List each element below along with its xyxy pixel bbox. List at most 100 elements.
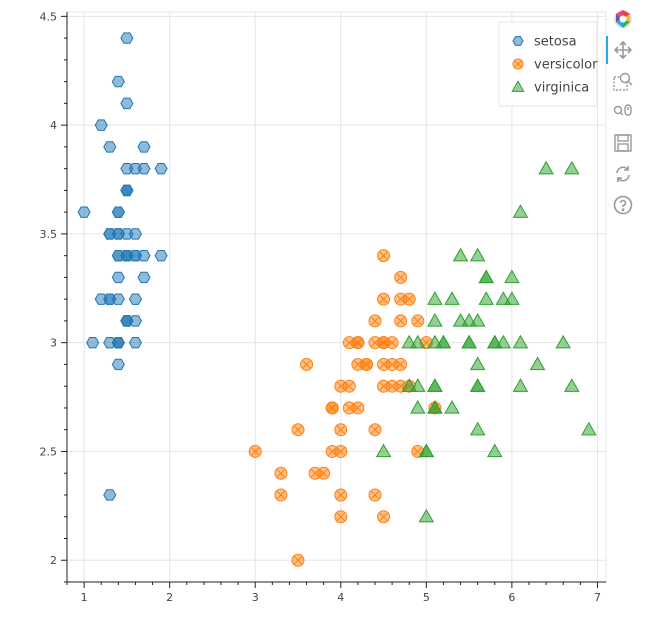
virginica-point xyxy=(538,160,554,175)
virginica-point xyxy=(512,204,529,218)
versicolor-point xyxy=(394,270,408,284)
versicolor-point xyxy=(368,488,382,502)
versicolor-point xyxy=(368,423,382,437)
virginica-point xyxy=(444,400,460,414)
versicolor-point xyxy=(368,314,382,328)
legend-item-versicolor[interactable]: versicolor xyxy=(512,58,598,73)
legend-label: virginica xyxy=(534,81,589,96)
legend-item-setosa[interactable]: setosa xyxy=(512,35,577,50)
legend-marker-versicolor xyxy=(512,58,524,70)
virginica-point xyxy=(512,378,529,392)
y-tick-label: 4 xyxy=(50,119,57,132)
setosa-point xyxy=(120,228,134,240)
legend-label: setosa xyxy=(534,35,577,50)
virginica-point xyxy=(444,291,460,305)
versicolor-point xyxy=(385,336,399,350)
setosa-point xyxy=(103,228,117,240)
setosa-point xyxy=(120,97,134,110)
toolbar xyxy=(606,8,638,218)
versicolor-point xyxy=(274,466,288,480)
setosa-point xyxy=(128,162,143,175)
versicolor-point xyxy=(377,510,391,524)
virginica-point xyxy=(495,291,512,305)
legend-item-virginica[interactable]: virginica xyxy=(511,80,589,96)
series-virginica xyxy=(375,160,597,523)
setosa-point xyxy=(103,141,117,153)
legend-label: versicolor xyxy=(534,58,598,73)
setosa-point xyxy=(128,336,143,349)
setosa-point xyxy=(137,271,151,284)
help-icon[interactable] xyxy=(612,194,634,216)
versicolor-point xyxy=(291,553,305,567)
x-tick-label: 4 xyxy=(337,591,344,604)
virginica-point xyxy=(469,356,486,371)
virginica-point xyxy=(452,247,469,262)
versicolor-point xyxy=(334,488,348,502)
versicolor-point xyxy=(411,314,425,328)
box-zoom-icon[interactable] xyxy=(612,70,634,92)
versicolor-point xyxy=(334,423,348,437)
setosa-point xyxy=(111,271,125,284)
versicolor-point xyxy=(351,401,365,415)
virginica-point xyxy=(427,291,443,305)
setosa-point xyxy=(154,162,168,175)
bokeh-logo-icon[interactable] xyxy=(612,8,634,30)
virginica-point xyxy=(418,443,435,458)
versicolor-point xyxy=(394,357,408,371)
legend-marker-virginica xyxy=(511,80,525,92)
versicolor-point xyxy=(377,292,391,306)
virginica-point xyxy=(529,356,546,371)
y-tick-label: 2 xyxy=(50,554,57,567)
virginica-point xyxy=(452,313,469,327)
legend-marker-setosa xyxy=(512,36,524,46)
versicolor-point xyxy=(377,379,391,393)
versicolor-point xyxy=(342,379,356,393)
virginica-point xyxy=(564,160,580,175)
active-tool-indicator xyxy=(606,36,608,64)
versicolor-point xyxy=(300,357,314,371)
x-tick-label: 1 xyxy=(81,591,88,604)
virginica-point xyxy=(427,334,443,349)
setosa-point xyxy=(111,249,125,262)
setosa-point xyxy=(86,336,100,349)
versicolor-point xyxy=(377,357,391,371)
setosa-point xyxy=(111,336,125,349)
x-tick-label: 6 xyxy=(508,591,515,604)
virginica-point xyxy=(410,400,426,414)
virginica-point xyxy=(401,334,417,349)
versicolor-point xyxy=(248,444,262,458)
x-tick-label: 5 xyxy=(423,591,430,604)
virginica-point xyxy=(375,443,392,458)
setosa-point xyxy=(128,293,143,305)
virginica-point xyxy=(478,291,494,305)
setosa-point xyxy=(120,249,134,262)
virginica-point xyxy=(487,443,503,458)
setosa-point xyxy=(111,75,125,88)
virginica-point xyxy=(478,269,494,284)
virginica-point xyxy=(487,334,503,349)
wheel-zoom-icon[interactable] xyxy=(612,101,634,123)
setosa-point xyxy=(154,249,168,262)
virginica-point xyxy=(564,378,580,392)
setosa-point xyxy=(111,206,125,218)
save-icon[interactable] xyxy=(612,132,634,154)
virginica-point xyxy=(469,313,486,327)
virginica-point xyxy=(469,247,486,262)
versicolor-point xyxy=(334,510,348,524)
setosa-point xyxy=(137,141,151,153)
reset-icon[interactable] xyxy=(612,163,634,185)
setosa-point xyxy=(111,293,125,305)
setosa-point xyxy=(111,358,125,371)
virginica-point xyxy=(504,269,520,284)
versicolor-point xyxy=(394,314,408,328)
setosa-point xyxy=(120,32,134,44)
versicolor-point xyxy=(334,444,348,458)
versicolor-point xyxy=(308,466,322,480)
x-tick-label: 2 xyxy=(166,591,173,604)
virginica-point xyxy=(469,378,486,392)
pan-icon[interactable] xyxy=(612,39,634,61)
versicolor-point xyxy=(402,292,416,306)
setosa-point xyxy=(103,293,117,305)
virginica-point xyxy=(469,421,486,436)
y-tick-label: 4.5 xyxy=(40,10,58,23)
